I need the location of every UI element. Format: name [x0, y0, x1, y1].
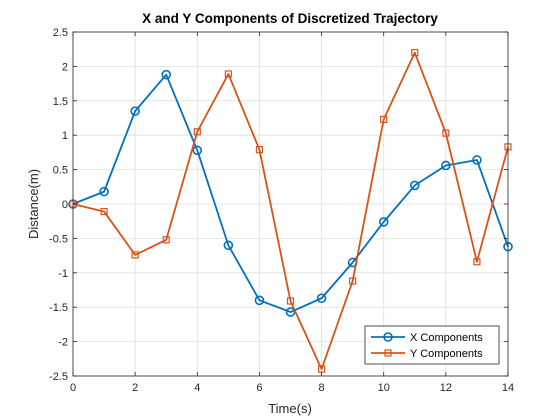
data-point-square	[131, 251, 139, 259]
data-point-circle	[192, 145, 203, 156]
legend-marker-square	[384, 349, 392, 357]
y-tick-label: -0.5	[49, 233, 68, 245]
data-point-square	[162, 236, 170, 244]
legend-marker-circle	[383, 332, 393, 342]
y-axis-label: Distance(m)	[26, 169, 41, 239]
data-point-circle	[99, 186, 109, 197]
data-point-circle	[441, 160, 451, 171]
y-tick-label: 1.5	[53, 96, 68, 108]
axis-ticks: 0 2 4 6 8 10 12 14 -2.5 -2 -1.5 -1 -0.5 0 0.5 1 1.5 2 2.5	[49, 27, 514, 394]
y-tick-label: -1	[58, 268, 68, 280]
data-point-square	[100, 207, 108, 216]
legend-label: Y Components	[410, 348, 483, 360]
data-point-square	[255, 146, 264, 154]
y-tick-label: 2	[62, 61, 68, 73]
data-point-circle	[472, 155, 482, 165]
data-point-square	[349, 277, 357, 285]
data-point-square	[473, 258, 481, 266]
series-line	[72, 73, 509, 313]
x-tick-label: 10	[378, 382, 390, 394]
data-point-circle	[254, 295, 265, 306]
data-point-circle	[130, 106, 140, 116]
y-tick-label: 1	[62, 130, 68, 142]
x-tick-label: 14	[502, 382, 514, 394]
legend: X Components Y Components	[364, 325, 500, 365]
chart-title: X and Y Components of Discretized Trajec…	[142, 11, 438, 26]
data-point-square	[286, 297, 295, 305]
data-point-square	[193, 128, 201, 136]
y-tick-label: 0.5	[53, 165, 68, 177]
series-layer	[68, 49, 513, 373]
y-tick-label: 0	[62, 199, 68, 211]
series-line	[72, 51, 509, 371]
y-tick-label: -1.5	[49, 302, 68, 314]
x-tick-label: 2	[132, 382, 138, 394]
series-x-components	[68, 69, 513, 317]
data-point-square	[442, 129, 450, 137]
data-point-circle	[161, 69, 172, 80]
x-tick-label: 4	[194, 382, 200, 394]
data-point-square	[224, 70, 232, 78]
data-point-circle	[409, 180, 420, 191]
x-tick-label: 12	[440, 382, 452, 394]
y-tick-label: -2.5	[49, 371, 68, 383]
series-y-components	[69, 49, 512, 373]
x-tick-label: 0	[70, 382, 76, 394]
data-point-circle	[285, 307, 296, 317]
data-point-circle	[316, 293, 327, 304]
legend-label: X Components	[410, 332, 483, 344]
y-tick-label: 2.5	[53, 27, 68, 39]
y-tick-label: -2	[58, 337, 68, 349]
data-point-circle	[378, 217, 389, 227]
x-tick-label: 6	[256, 382, 262, 394]
x-axis-label: Time(s)	[268, 401, 312, 416]
data-point-circle	[223, 240, 234, 251]
data-point-square	[411, 49, 419, 57]
x-tick-label: 8	[319, 382, 325, 394]
data-point-square	[380, 115, 388, 123]
